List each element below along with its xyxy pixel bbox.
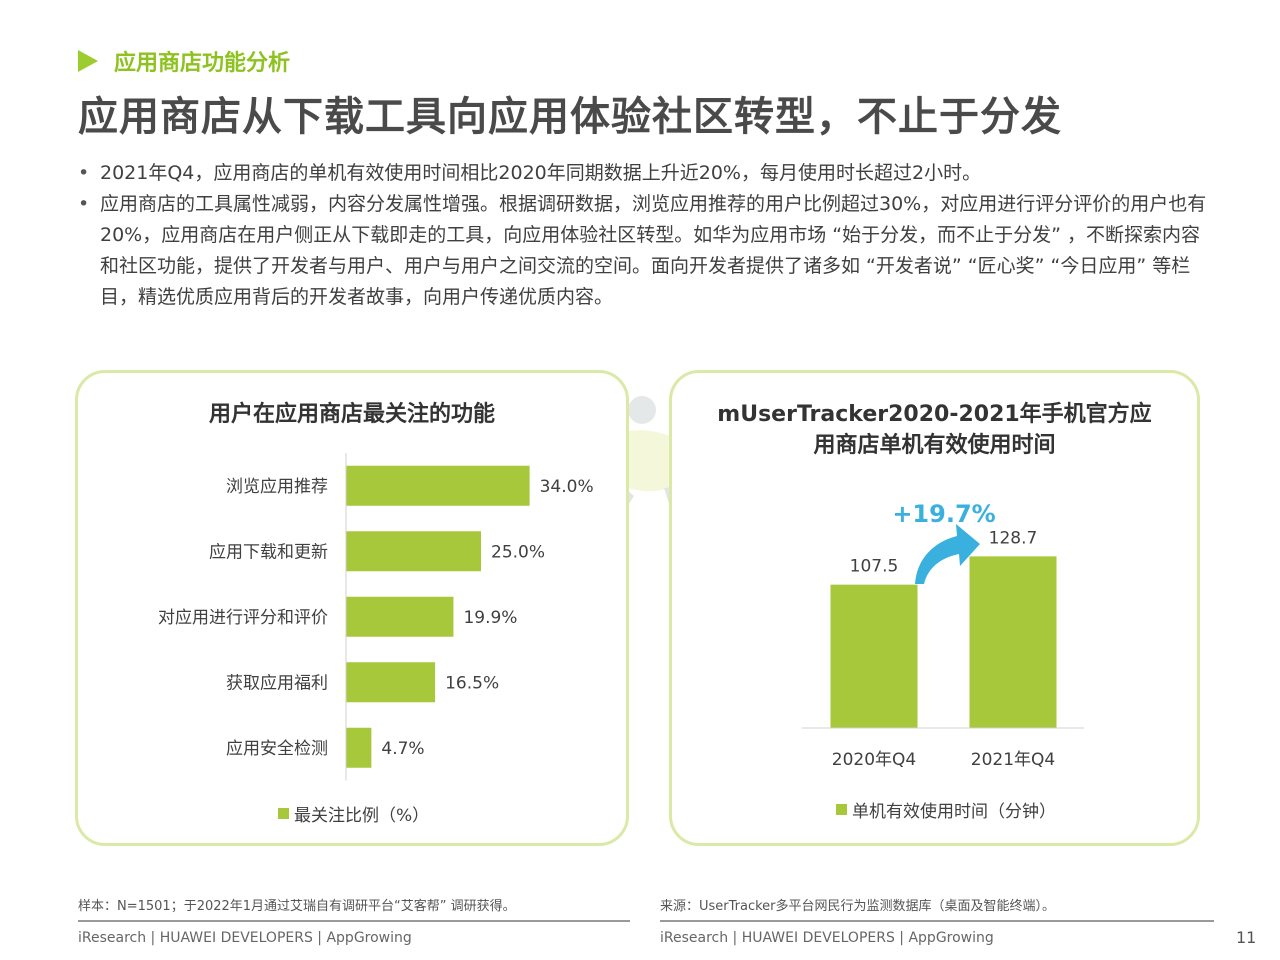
- legend-swatch: [278, 808, 289, 819]
- section-label: 应用商店功能分析: [78, 46, 290, 76]
- bar: [969, 556, 1057, 728]
- features-legend: 最关注比例（%）: [278, 801, 429, 826]
- features-chart-panel: 用户在应用商店最关注的功能 浏览应用推荐 34.0% 应用下载和更新 25.0% 对应用…: [75, 370, 629, 846]
- footer-brand-left: iResearch | HUAWEI DEVELOPERS | AppGrowi…: [78, 930, 412, 946]
- value-label: 19.9%: [463, 608, 517, 628]
- triangle-icon: [78, 50, 98, 72]
- bar: [830, 584, 918, 728]
- bar: [346, 727, 372, 768]
- legend-swatch: [836, 804, 847, 815]
- category-label: 2021年Q4: [971, 750, 1055, 770]
- footer-divider-left: [78, 920, 630, 922]
- bar: [346, 465, 530, 506]
- legend-label: 最关注比例（%）: [294, 806, 430, 826]
- page-number: 11: [1236, 928, 1257, 947]
- category-label: 应用下载和更新: [209, 542, 328, 562]
- value-label: 25.0%: [491, 542, 545, 562]
- source-note: 来源：UserTracker多平台网民行为监测数据库（桌面及智能终端）。: [660, 899, 1056, 914]
- legend-label: 单机有效使用时间（分钟）: [852, 802, 1056, 822]
- value-label: 16.5%: [445, 673, 499, 693]
- bar: [346, 531, 481, 572]
- value-label: 4.7%: [381, 739, 424, 759]
- usage-bar-chart: 107.5 2020年Q4 128.7 2021年Q4 +19.7%: [802, 500, 1084, 770]
- page-title: 应用商店从下载工具向应用体验社区转型，不止于分发: [78, 94, 1062, 140]
- usage-time-chart-panel: mUserTracker2020-2021年手机官方应 用商店单机有效使用时间 …: [669, 370, 1200, 846]
- section-label-text: 应用商店功能分析: [114, 51, 291, 76]
- usage-chart-title-line2: 用商店单机有效使用时间: [813, 433, 1056, 458]
- bullet-item: 应用商店的工具属性减弱，内容分发属性增强。根据调研数据，浏览应用推荐的用户比例超…: [78, 189, 1208, 313]
- category-label: 对应用进行评分和评价: [158, 608, 328, 628]
- usage-legend: 单机有效使用时间（分钟）: [836, 797, 1056, 822]
- category-label: 2020年Q4: [832, 750, 916, 770]
- bullet-item: 2021年Q4，应用商店的单机有效使用时间相比2020年同期数据上升近20%，每…: [78, 158, 1208, 189]
- category-label: 浏览应用推荐: [226, 477, 328, 497]
- growth-arrow-icon: [915, 524, 980, 584]
- bullet-list: 2021年Q4，应用商店的单机有效使用时间相比2020年同期数据上升近20%，每…: [78, 158, 1208, 313]
- value-label: 107.5: [850, 557, 899, 577]
- sample-note: 样本：N=1501；于2022年1月通过艾瑞自有调研平台“艾客帮” 调研获得。: [78, 899, 516, 914]
- features-chart-title: 用户在应用商店最关注的功能: [208, 402, 495, 427]
- value-label: 128.7: [989, 528, 1038, 548]
- usage-chart-title-line1: mUserTracker2020-2021年手机官方应: [717, 402, 1152, 427]
- category-label: 获取应用福利: [226, 673, 328, 693]
- bar: [346, 662, 436, 703]
- features-bar-chart: 浏览应用推荐 34.0% 应用下载和更新 25.0% 对应用进行评分和评价 19.9% 获取…: [158, 453, 594, 781]
- footer-brand-right: iResearch | HUAWEI DEVELOPERS | AppGrowi…: [660, 930, 994, 946]
- footer-divider-right: [660, 920, 1214, 922]
- category-label: 应用安全检测: [226, 739, 328, 759]
- bar: [346, 596, 454, 637]
- growth-label: +19.7%: [892, 500, 995, 528]
- value-label: 34.0%: [540, 477, 594, 497]
